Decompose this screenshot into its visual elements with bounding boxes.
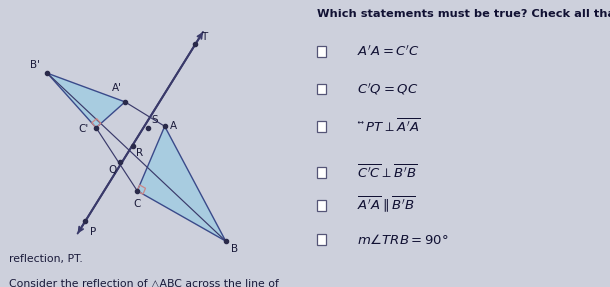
Text: P: P [90,227,96,237]
Bar [317,46,326,57]
Text: $m\angle TRB = 90°$: $m\angle TRB = 90°$ [357,233,448,247]
Text: S: S [152,115,158,125]
Text: $A'A = C'C$: $A'A = C'C$ [357,44,420,59]
Text: T: T [201,32,207,42]
Text: $\overline{C'C} \perp \overline{B'B}$: $\overline{C'C} \perp \overline{B'B}$ [357,163,417,181]
Polygon shape [137,126,226,241]
Bar [317,200,326,211]
Bar [317,84,326,94]
Text: A': A' [112,83,122,93]
Text: Q: Q [109,165,117,175]
Polygon shape [48,73,125,128]
Bar [317,121,326,132]
Text: A: A [170,121,178,131]
Text: $\overleftrightarrow{PT} \perp \overline{A'A}$: $\overleftrightarrow{PT} \perp \overline… [357,117,420,135]
Text: C: C [134,199,141,209]
Bar [317,167,326,178]
Text: reflection, PT.: reflection, PT. [9,254,83,264]
Bar [317,234,326,245]
Text: $\overline{A'A} \parallel \overline{B'B}$: $\overline{A'A} \parallel \overline{B'B}… [357,195,415,215]
Text: B: B [231,244,239,254]
Text: Which statements must be true? Check all that apply.: Which statements must be true? Check all… [317,9,610,19]
Text: $C'Q = QC$: $C'Q = QC$ [357,81,418,97]
Text: C': C' [78,124,88,134]
Text: Consider the reflection of △ABC across the line of: Consider the reflection of △ABC across t… [9,278,279,287]
Text: B': B' [30,60,40,70]
Text: R: R [136,148,143,158]
